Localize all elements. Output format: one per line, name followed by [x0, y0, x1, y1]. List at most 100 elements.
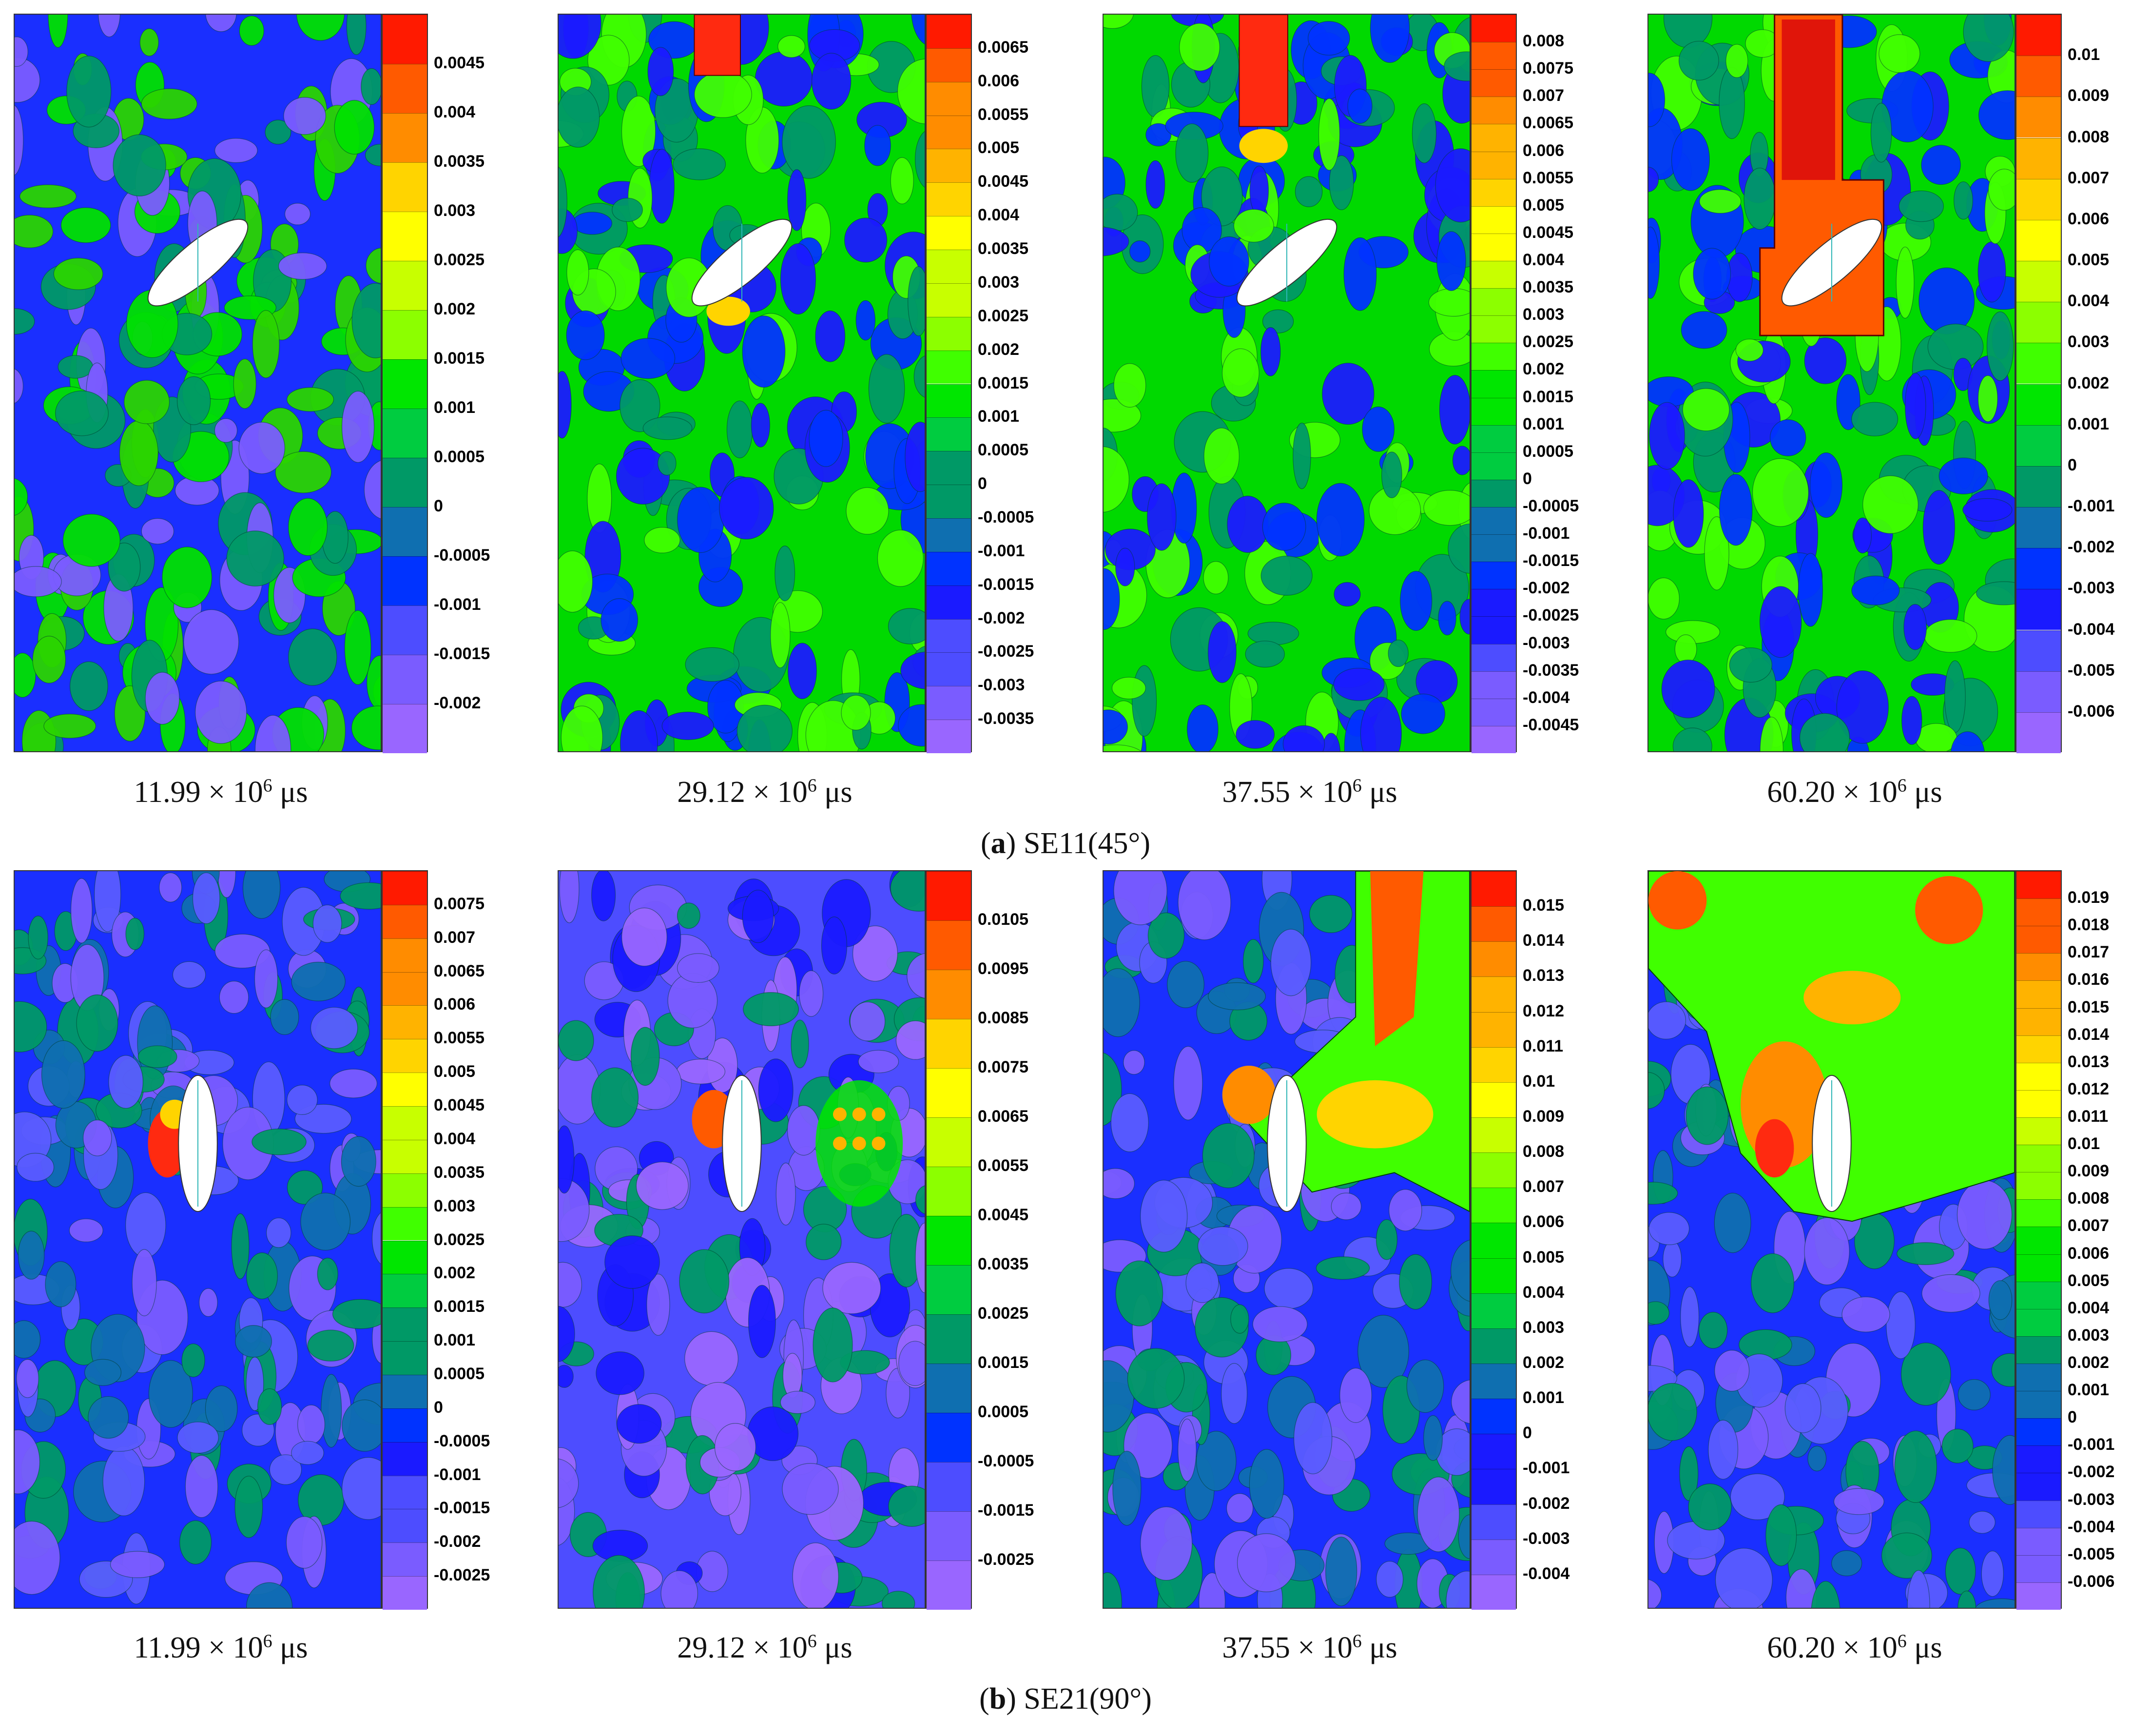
contour-blob [1804, 337, 1847, 384]
contour-blob [296, 15, 345, 41]
contour-blob [572, 212, 613, 235]
contour-blob [915, 1185, 925, 1214]
color-bar-tick-label: 0.005 [2068, 1271, 2110, 1290]
color-bar-tick-label: -0.004 [1523, 1564, 1570, 1583]
color-bar-tick-label: 0.004 [2068, 1298, 2110, 1317]
strain-hotspot [1370, 871, 1424, 1047]
contour-blob [76, 994, 118, 1052]
contour-blob [239, 15, 264, 46]
color-bar-tick-label: 0.005 [1523, 195, 1565, 215]
contour-blob [69, 1218, 103, 1243]
color-bar-tick-label: 0.004 [434, 1129, 476, 1148]
color-bar-tick-label: 0.0045 [1523, 223, 1573, 242]
color-bar-tick-label: -0.003 [1523, 633, 1570, 652]
contour-blob [1988, 169, 2015, 211]
contour-blob [898, 1341, 925, 1386]
contour-blob [1115, 1260, 1163, 1326]
contour-blob [1945, 1547, 1976, 1595]
color-bar-segment [927, 1511, 971, 1560]
color-bar-segment [383, 1509, 427, 1543]
color-bar-segment [927, 1068, 971, 1117]
color-bar-tick-label: 0.001 [1523, 414, 1565, 433]
contour-blob [1249, 165, 1269, 216]
contour-blob [559, 1020, 594, 1061]
contour-blob [1438, 601, 1456, 636]
color-bar-tick-label: 0.0035 [978, 239, 1028, 258]
color-bar-tick-label: 0.001 [434, 398, 476, 417]
color-bar-tick-label: 0.008 [2068, 1189, 2110, 1208]
contour-blob [266, 1217, 291, 1248]
color-bar-segment [1472, 1082, 1516, 1117]
color-bar-tick-label: 0 [434, 1398, 443, 1417]
contour-blob [821, 917, 848, 975]
color-bar-tick-label: -0.002 [1523, 1494, 1570, 1513]
color-bar-segment [1472, 871, 1516, 907]
color-bar-segment [383, 605, 427, 655]
strain-hotspot [1239, 15, 1288, 127]
contour-blob [566, 310, 605, 360]
contour-blob [179, 1520, 212, 1565]
contour-blob [234, 1476, 263, 1538]
contour-blob [55, 390, 109, 436]
color-bar-tick-label: -0.001 [2068, 1435, 2115, 1454]
color-bar-tick-label: 0.004 [2068, 292, 2110, 311]
color-bar-segment [2016, 137, 2061, 179]
contour-blob [1209, 236, 1249, 287]
contour-blob [620, 710, 658, 751]
contour-blob [1752, 458, 1809, 527]
contour-blob [907, 953, 925, 999]
contour-blob [231, 1213, 250, 1279]
contour-blob [787, 643, 817, 700]
contour-blob [620, 338, 676, 379]
contour-blob [62, 513, 120, 567]
contour-blob [649, 149, 675, 224]
color-bar-tick-label: 0.007 [1523, 86, 1565, 105]
contour-blob [48, 15, 68, 48]
contour-blob [792, 1542, 839, 1608]
contour-blob [1178, 1419, 1197, 1482]
time-label: 37.55 × 106 μs [1103, 1631, 1517, 1665]
contour-blob [1807, 1445, 1827, 1472]
color-bar-segment [2016, 1172, 2061, 1200]
contour-blob [351, 283, 381, 358]
contour-blob [888, 1485, 925, 1527]
contour-blob [714, 1423, 756, 1471]
contour-blob [559, 1306, 575, 1362]
contour-blob [1104, 968, 1140, 1037]
contour-blob [811, 53, 852, 110]
color-bar-segment [927, 1265, 971, 1314]
color-bar-tick-label: -0.0025 [434, 1566, 490, 1585]
contour-blob [787, 1105, 820, 1156]
contour-blob [1673, 479, 1704, 548]
color-bar-tick-label: 0.007 [434, 928, 476, 947]
color-bar-segment [1472, 479, 1516, 507]
contour-blob [252, 1129, 307, 1155]
contour-blob [1203, 428, 1240, 485]
color-bar-tick-label: 0.0045 [434, 54, 484, 72]
time-unit: μs [1906, 776, 1942, 809]
contour-blob [915, 1223, 925, 1293]
color-bar-tick-label: 0.001 [1523, 1388, 1565, 1407]
contour-blob [1375, 1219, 1398, 1260]
contour-blob [1901, 696, 1922, 745]
contour-blob [1132, 665, 1157, 737]
color-bar-segment [1472, 1399, 1516, 1434]
color-bar-segment [2016, 1336, 2061, 1364]
color-bar-segment [1472, 616, 1516, 644]
contour-blob [1730, 1473, 1785, 1521]
contour-blob [1661, 660, 1715, 719]
contour-blob [1851, 402, 1899, 437]
contour-blob [1185, 1263, 1219, 1303]
color-bar-segment [1472, 1469, 1516, 1504]
contour-blob [1784, 1383, 1821, 1433]
color-bar-segment [1472, 1574, 1516, 1610]
contour-blob [15, 1001, 47, 1053]
contour-blob [1969, 1511, 1995, 1534]
contour-blob [1759, 586, 1802, 658]
color-bar-tick-label: 0.0005 [434, 448, 484, 466]
row-caption-text: SE11(45°) [1023, 827, 1150, 860]
color-bar-tick-label: 0.005 [978, 138, 1020, 157]
row-caption-letter: b [989, 1682, 1007, 1716]
color-bar-segment [2016, 1527, 2061, 1555]
contour-blob [755, 51, 813, 107]
